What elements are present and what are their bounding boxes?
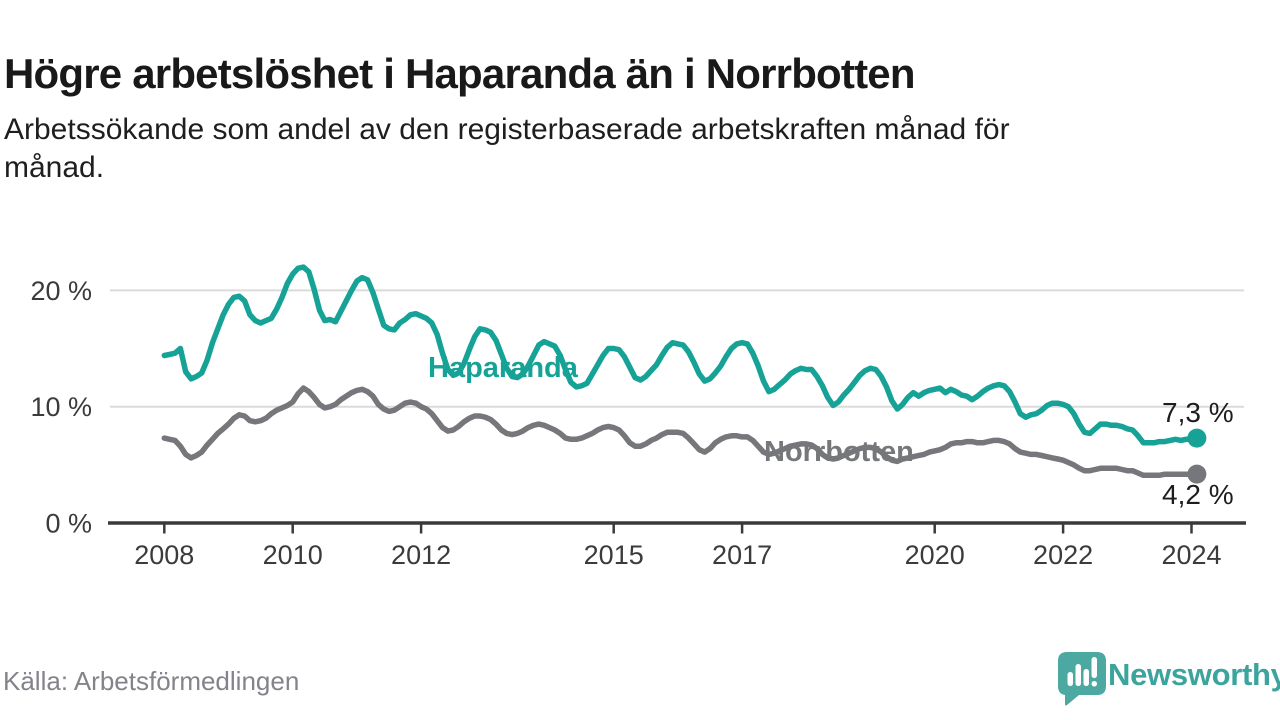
series-end-dot-haparanda bbox=[1187, 428, 1207, 448]
series-end-dot-norrbotten bbox=[1187, 464, 1207, 484]
page-subtitle: Arbetssökande som andel av den registerb… bbox=[4, 111, 1224, 187]
y-axis-label-10: 10 % bbox=[30, 392, 92, 422]
x-axis-label-2024: 2024 bbox=[1161, 540, 1221, 570]
source-note: Källa: Arbetsförmedlingen bbox=[3, 666, 300, 696]
page-title: Högre arbetslöshet i Haparanda än i Norr… bbox=[4, 50, 916, 98]
x-axis-label-2022: 2022 bbox=[1033, 540, 1093, 570]
x-axis-label-2010: 2010 bbox=[263, 540, 323, 570]
x-axis-label-2017: 2017 bbox=[712, 540, 772, 570]
newsworthy-logo: Newsworthy bbox=[1056, 650, 1280, 710]
series-label-norrbotten: Norrbotten bbox=[764, 436, 914, 468]
series-line-norrbotten bbox=[161, 385, 1200, 479]
y-axis-label-0: 0 % bbox=[45, 509, 92, 539]
series-label-haparanda: Haparanda bbox=[428, 352, 578, 384]
x-axis-label-2020: 2020 bbox=[905, 540, 965, 570]
y-axis-label-20: 20 % bbox=[30, 276, 92, 306]
newsworthy-logo-icon bbox=[1058, 652, 1106, 706]
x-axis-label-2008: 2008 bbox=[134, 540, 194, 570]
page-subtitle-line-2: månad. bbox=[4, 151, 105, 184]
x-axis-label-2012: 2012 bbox=[391, 540, 451, 570]
series-line-haparanda bbox=[161, 264, 1200, 446]
newsworthy-logo-text: Newsworthy bbox=[1108, 657, 1280, 692]
end-value-haparanda: 7,3 % bbox=[1162, 397, 1234, 428]
x-axis-label-2015: 2015 bbox=[584, 540, 644, 570]
page-subtitle-line-1: Arbetssökande som andel av den registerb… bbox=[4, 113, 1010, 146]
end-value-norrbotten: 4,2 % bbox=[1162, 479, 1234, 510]
